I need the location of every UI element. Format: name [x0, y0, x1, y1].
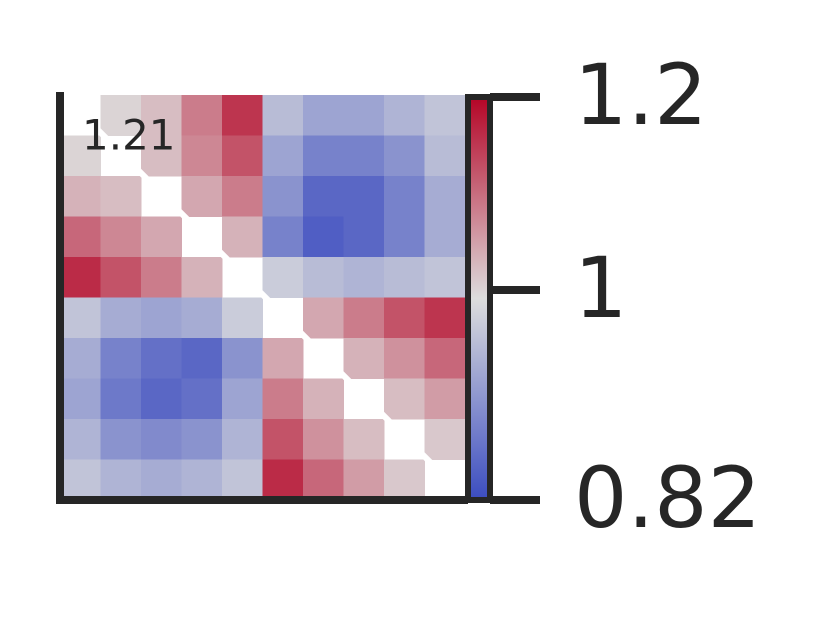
heatmap-cell — [222, 459, 263, 501]
heatmap-cell — [303, 378, 344, 420]
heatmap-cell — [141, 459, 182, 501]
heatmap-cell — [384, 459, 425, 501]
heatmap-cell — [343, 135, 385, 177]
heatmap-cell — [303, 135, 344, 177]
heatmap-cell — [303, 216, 344, 258]
heatmap-cell — [60, 176, 101, 217]
heatmap-cell — [60, 216, 101, 258]
heatmap-cell — [384, 176, 425, 217]
heatmap-cell — [100, 297, 142, 339]
heatmap-cell — [141, 135, 182, 177]
heatmap-cell — [100, 95, 142, 136]
heatmap-cell — [141, 297, 182, 339]
heatmap-cell — [384, 338, 425, 379]
heatmap-cell — [303, 419, 344, 460]
heatmap-cell — [424, 216, 466, 258]
colorbar-tick-label: 1.2 — [574, 46, 708, 144]
heatmap-cell — [222, 95, 263, 136]
heatmap-cell — [343, 459, 385, 501]
heatmap-cell — [343, 419, 385, 460]
heatmap-cell — [384, 216, 425, 258]
heatmap-cell — [222, 216, 263, 258]
heatmap-cell — [424, 176, 466, 217]
heatmap-cell — [303, 95, 344, 136]
heatmap-cell — [100, 176, 142, 217]
annotation: 1.21 — [82, 111, 176, 160]
heatmap-cell — [222, 135, 263, 177]
heatmap-cell — [181, 419, 223, 460]
heatmap-cell — [60, 338, 101, 379]
heatmap-cell — [424, 338, 466, 379]
heatmap-cell — [384, 135, 425, 177]
heatmap-cell — [424, 135, 466, 177]
heatmap-cell — [222, 338, 263, 379]
heatmap-cell — [141, 338, 182, 379]
colorbar — [465, 94, 493, 503]
heatmap-cell — [303, 297, 344, 339]
heatmap-cell — [60, 459, 101, 501]
heatmap-cell — [141, 378, 182, 420]
heatmap-cell — [384, 95, 425, 136]
heatmap-cell — [100, 338, 142, 379]
heatmap-cell — [181, 459, 223, 501]
heatmap-cell — [262, 216, 304, 258]
heatmap-cell — [141, 257, 182, 298]
heatmap-cell — [303, 459, 344, 501]
heatmap-cell — [343, 297, 385, 339]
heatmap-cell — [262, 419, 304, 460]
heatmap-cell — [343, 216, 385, 258]
heatmap-cell — [303, 257, 344, 298]
heatmap-cell — [262, 459, 304, 501]
heatmap-cell — [141, 95, 182, 136]
heatmap-cell — [424, 257, 466, 298]
heatmap-cell — [181, 135, 223, 177]
heatmap-cell — [262, 378, 304, 420]
heatmap-cell — [100, 216, 142, 258]
heatmap-cell — [384, 378, 425, 420]
heatmap-cell — [222, 419, 263, 460]
heatmap-cell — [60, 419, 101, 460]
heatmap-cell — [262, 95, 304, 136]
heatmap-cell — [222, 378, 263, 420]
heatmap-cell — [262, 135, 304, 177]
colorbar-tick-label: 0.82 — [574, 449, 761, 547]
heatmap-cell — [303, 176, 344, 217]
heatmap-cell — [343, 95, 385, 136]
heatmap-cell — [141, 216, 182, 258]
heatmap-cell — [262, 257, 304, 298]
heatmap-cell — [60, 378, 101, 420]
heatmap-cell — [424, 95, 466, 136]
colorbar-tick-label: 1 — [574, 239, 627, 337]
heatmap-cell — [424, 378, 466, 420]
heatmap-cell — [100, 378, 142, 420]
heatmap-cell — [181, 257, 223, 298]
heatmap-cell — [384, 297, 425, 339]
heatmap-cell — [181, 176, 223, 217]
heatmap-cell — [60, 257, 101, 298]
heatmap-cell — [343, 176, 385, 217]
heatmap-cell — [60, 297, 101, 339]
heatmap-cell — [343, 338, 385, 379]
heatmap-cell — [222, 297, 263, 339]
diagonal — [57, 89, 468, 500]
heatmap-cell — [100, 419, 142, 460]
heatmap-cell — [60, 135, 101, 177]
heatmap-cell — [262, 176, 304, 217]
heatmap-cell — [424, 297, 466, 339]
heatmap-cell — [222, 176, 263, 217]
heatmap-cell — [384, 257, 425, 298]
heatmap-cell — [424, 419, 466, 460]
heatmap — [60, 95, 466, 501]
heatmap-cell — [181, 338, 223, 379]
heatmap-cell — [262, 338, 304, 379]
heatmap-cell — [141, 419, 182, 460]
heatmap-cell — [181, 378, 223, 420]
heatmap-cell — [181, 95, 223, 136]
heatmap-cell — [100, 459, 142, 501]
heatmap-cell — [100, 257, 142, 298]
heatmap-cell — [343, 257, 385, 298]
heatmap-cell — [181, 297, 223, 339]
